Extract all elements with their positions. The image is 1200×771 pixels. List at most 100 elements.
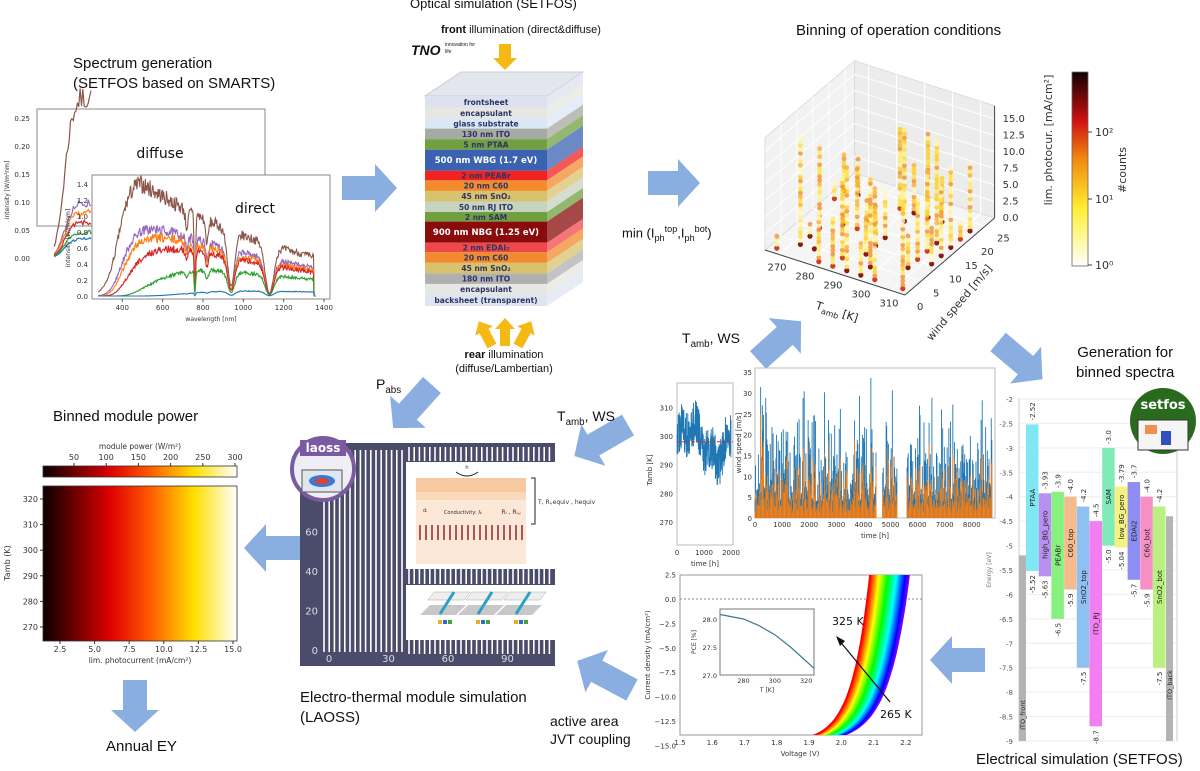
scatter-point [967,169,973,174]
scatter-point [900,246,906,252]
scatter-point [844,196,850,202]
scatter-point [844,220,850,226]
arrow-binning-to-generation [990,332,1043,384]
scatter-point [948,185,954,191]
inset-layer [416,500,526,564]
arrow-jv-to-laoss [577,650,638,701]
scatter-point [948,181,954,187]
power-ylabel-part: (K) [3,545,12,559]
power-title: Binned module power [53,408,199,425]
tick-label: 5 [933,288,939,299]
scatter-point [897,126,903,132]
tick-label: 0.0 [77,293,88,301]
stack-layer-side [547,259,583,295]
tick-label: 0.0 [665,596,676,604]
scatter-point [854,202,860,208]
tick-label: 100 [99,453,114,462]
stack-layer-side [547,166,583,202]
circuit-slab [427,591,471,601]
scatter-point [938,213,944,219]
scatter-point [798,230,803,235]
tick-label: 0.10 [14,199,30,207]
scatter-point [817,162,822,167]
stack-layer [425,128,547,140]
direct-label: direct [235,201,276,217]
scatter-point [797,241,804,247]
tick-label: 0.6 [77,245,89,253]
scatter-point [830,228,836,233]
sub: abs [385,384,402,396]
scatter-point [798,194,803,200]
tick-label: 27.5 [703,644,717,652]
scatter-point [967,161,973,166]
laoss-title: Electro-thermal module simulation (LAOSS… [300,688,527,728]
tick-label: 4000 [854,521,872,529]
scatter-point [967,180,973,186]
tick-label: 320 [800,677,812,685]
scatter-point [948,217,954,223]
tick-label: 270 [767,263,786,274]
tick-label: -6 [1006,591,1014,599]
scatter-point [868,244,873,250]
scatter-point [844,264,850,270]
scatter-point [911,206,917,212]
scatter-point [915,217,920,223]
tick-label: 1200 [275,304,293,312]
stack-layer-label: 2 nm EDAI₂ [463,244,510,253]
scatter-point [854,170,860,176]
scatter-point [948,225,954,230]
band-bar-label: ITO_RJ [1093,613,1101,635]
diffuse-series-line [53,88,92,247]
ito-back-bar [1166,516,1173,741]
stack-layer-label: backsheet (transparent) [434,296,537,305]
scatter-point [934,192,940,198]
tick-label: 280 [795,272,814,283]
tamb-ylabel-part: amb [646,466,654,482]
tamb-xlabel: time [h] [691,560,719,568]
stack-layer [425,190,547,202]
scatter-point [798,198,803,204]
inset-bracket [531,477,536,525]
tick-label: 2.5 [1003,197,1019,208]
scatter-point [844,228,850,234]
scatter-point [900,218,906,224]
tick-label: 300 [23,546,38,555]
scatter-point [816,219,822,225]
tick-label: -4 [1006,494,1014,502]
direct-series-line [98,290,316,297]
scatter-point [902,131,907,137]
tick-label: -9 [1006,738,1013,746]
scatter-point [900,242,906,248]
scatter-point [911,190,917,196]
scatter-point [967,188,973,194]
band-bottom-value: -6.5 [1054,623,1062,637]
scatter-point [844,268,850,274]
stack-layer-label: 900 nm NBG (1.25 eV) [433,228,539,238]
tno-logo: TNO innovation for life [411,42,479,60]
scatter-point [844,244,850,250]
scatter-point [831,196,838,202]
scatter-point [911,178,917,184]
scatter-point [872,249,878,255]
scatter-point [872,190,878,195]
scatter-point [897,170,903,176]
scatter-point [911,186,917,192]
scatter-point [839,255,846,261]
front-rest: illumination (direct&diffuse) [466,24,601,36]
direct-ylabel: intensity [W/m²nm] [65,209,72,267]
scatter-point [844,165,850,171]
scatter-point [868,256,873,262]
scatter-point [900,250,906,256]
band-bottom-value: -5.63 [1042,580,1050,598]
scatter-point [868,260,873,266]
scatter-point [967,204,973,210]
scatter-point [929,253,934,259]
tick-label: 15.0 [224,645,242,654]
scatter-point [840,251,845,257]
tamb-ylabel: Tamb [K] [646,454,654,486]
scatter-point [854,214,860,220]
scatter-point [934,204,940,210]
scatter-point [897,150,903,156]
scatter-point [816,239,822,245]
